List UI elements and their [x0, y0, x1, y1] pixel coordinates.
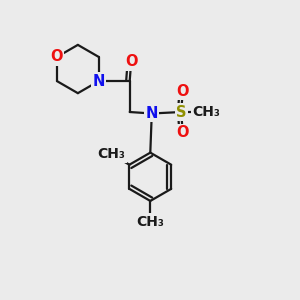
- Text: O: O: [125, 55, 137, 70]
- Text: CH₃: CH₃: [136, 214, 164, 229]
- Text: O: O: [51, 50, 63, 64]
- Text: CH₃: CH₃: [192, 105, 220, 119]
- Text: O: O: [176, 84, 189, 99]
- Text: S: S: [176, 104, 187, 119]
- Text: CH₃: CH₃: [98, 147, 125, 161]
- Text: N: N: [93, 74, 105, 88]
- Text: N: N: [146, 106, 158, 121]
- Text: O: O: [176, 125, 189, 140]
